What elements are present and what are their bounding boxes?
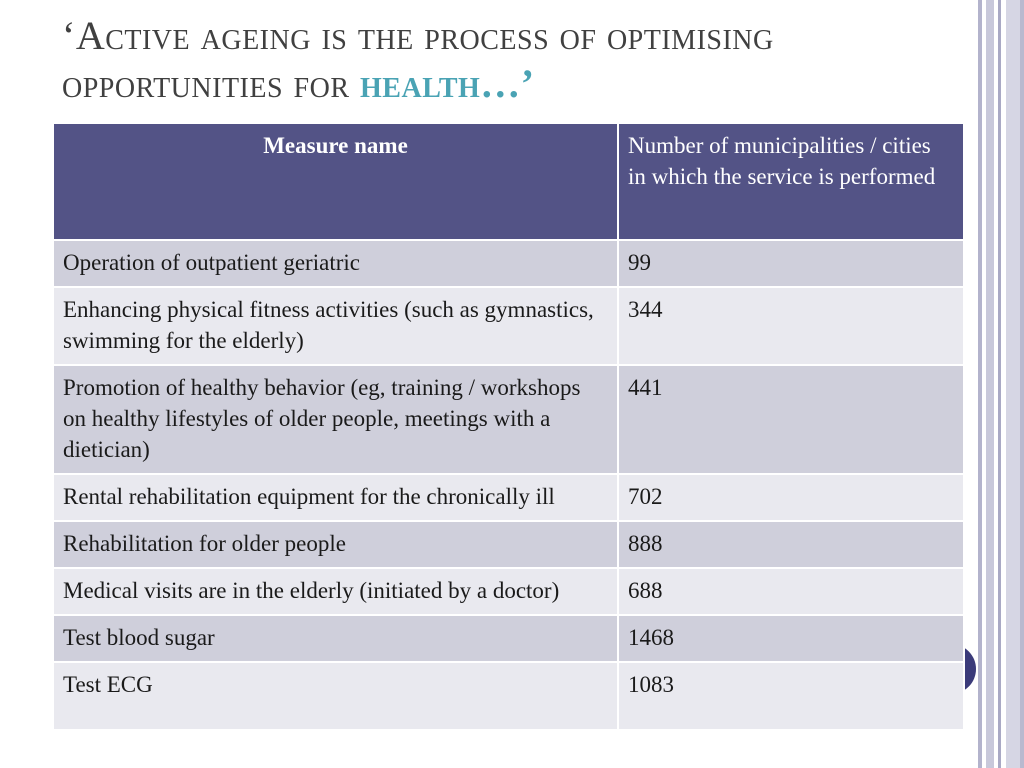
- measure-cell: Test ECG: [52, 661, 619, 731]
- measure-cell: Operation of outpatient geriatric: [52, 239, 619, 288]
- table-row: Rental rehabilitation equipment for the …: [52, 473, 965, 522]
- table-row: Operation of outpatient geriatric 99: [52, 239, 965, 288]
- slide-title-closing: ’: [520, 61, 535, 106]
- decorative-stripe: [986, 0, 994, 768]
- count-cell: 688: [617, 567, 965, 616]
- table-row: Enhancing physical fitness activities (s…: [52, 286, 965, 366]
- table-header-row: Measure name Number of municipalities / …: [52, 122, 965, 241]
- measure-cell: Test blood sugar: [52, 614, 619, 663]
- decorative-stripe: [1020, 0, 1024, 768]
- count-cell: 441: [617, 364, 965, 475]
- decorative-stripe: [978, 0, 982, 768]
- measure-cell: Medical visits are in the elderly (initi…: [52, 567, 619, 616]
- table-row: Test blood sugar 1468: [52, 614, 965, 663]
- count-cell: 344: [617, 286, 965, 366]
- slide-title-text: ‘Active ageing is the process of optimis…: [62, 13, 774, 106]
- measures-table: Measure name Number of municipalities / …: [52, 122, 965, 731]
- count-cell: 888: [617, 520, 965, 569]
- measure-cell: Rehabilitation for older people: [52, 520, 619, 569]
- slide-title: ‘Active ageing is the process of optimis…: [62, 12, 962, 108]
- decorative-stripe: [1006, 0, 1020, 768]
- count-cell: 1468: [617, 614, 965, 663]
- count-cell: 702: [617, 473, 965, 522]
- table-row: Test ECG 1083: [52, 661, 965, 731]
- count-cell: 99: [617, 239, 965, 288]
- table-row: Promotion of healthy behavior (eg, train…: [52, 364, 965, 475]
- measure-cell: Promotion of healthy behavior (eg, train…: [52, 364, 619, 475]
- table-row: Medical visits are in the elderly (initi…: [52, 567, 965, 616]
- measure-cell: Enhancing physical fitness activities (s…: [52, 286, 619, 366]
- measure-cell: Rental rehabilitation equipment for the …: [52, 473, 619, 522]
- column-header-count: Number of municipalities / cities in whi…: [617, 122, 965, 241]
- count-cell: 1083: [617, 661, 965, 731]
- table-row: Rehabilitation for older people 888: [52, 520, 965, 569]
- slide-title-accent: health…: [360, 61, 521, 106]
- decorative-stripe: [998, 0, 1001, 768]
- column-header-measure: Measure name: [52, 122, 619, 241]
